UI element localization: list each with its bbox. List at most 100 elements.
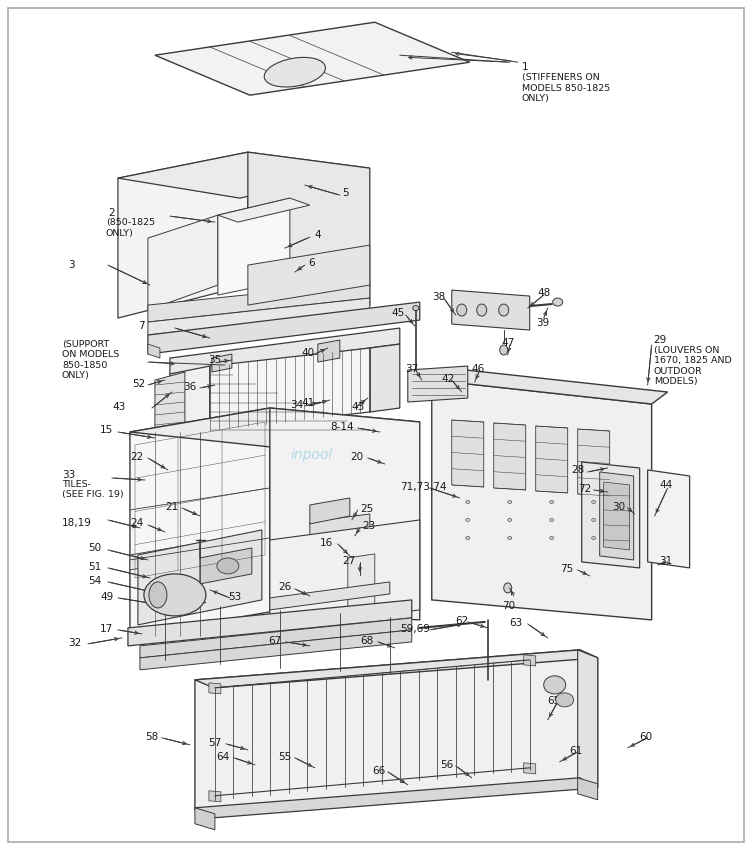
Text: 25: 25 (359, 504, 373, 514)
Polygon shape (270, 582, 390, 610)
Text: (STIFFENERS ON
MODELS 850-1825
ONLY): (STIFFENERS ON MODELS 850-1825 ONLY) (522, 73, 610, 103)
Text: 26: 26 (277, 582, 291, 592)
Text: 16: 16 (320, 538, 333, 548)
Text: 6: 6 (308, 258, 314, 268)
Ellipse shape (550, 518, 553, 521)
Polygon shape (118, 152, 370, 198)
Text: 39: 39 (535, 318, 549, 328)
Ellipse shape (544, 676, 566, 694)
Polygon shape (130, 543, 200, 570)
Polygon shape (494, 423, 526, 490)
Text: 17: 17 (100, 624, 114, 634)
Text: 18,19: 18,19 (62, 518, 92, 528)
Polygon shape (270, 408, 420, 620)
Polygon shape (135, 422, 265, 578)
Text: 38: 38 (432, 292, 445, 302)
Text: 50: 50 (88, 543, 101, 553)
Polygon shape (348, 554, 374, 614)
Text: TILES-
(SEE FIG. 19): TILES- (SEE FIG. 19) (62, 480, 123, 499)
Text: 8-14: 8-14 (330, 422, 353, 432)
Polygon shape (218, 198, 290, 295)
Text: 33: 33 (62, 470, 75, 480)
Text: 49: 49 (100, 592, 114, 602)
Text: 58: 58 (145, 732, 158, 742)
Text: 37: 37 (405, 364, 418, 374)
Polygon shape (582, 462, 640, 568)
Polygon shape (209, 790, 221, 802)
Text: 53: 53 (228, 592, 241, 602)
Polygon shape (155, 372, 185, 433)
Text: (SUPPORT
ON MODELS
850-1850
ONLY): (SUPPORT ON MODELS 850-1850 ONLY) (62, 340, 120, 380)
Text: inpool: inpool (291, 448, 333, 462)
Text: 71,73,74: 71,73,74 (400, 482, 446, 492)
Polygon shape (148, 215, 218, 310)
Ellipse shape (556, 693, 574, 707)
Polygon shape (195, 650, 580, 810)
Ellipse shape (508, 501, 511, 503)
Text: 59,69: 59,69 (400, 624, 429, 634)
Text: 32: 32 (68, 638, 81, 648)
Ellipse shape (465, 501, 470, 503)
Polygon shape (578, 650, 598, 788)
Polygon shape (195, 808, 215, 830)
Polygon shape (535, 426, 568, 493)
Polygon shape (599, 472, 634, 560)
Polygon shape (580, 650, 598, 788)
Ellipse shape (508, 518, 511, 521)
Text: 60: 60 (640, 732, 653, 742)
Ellipse shape (456, 304, 467, 316)
Text: 1: 1 (522, 62, 529, 72)
Text: 51: 51 (88, 562, 102, 572)
Ellipse shape (553, 298, 562, 306)
Text: 48: 48 (538, 288, 551, 298)
Text: 44: 44 (660, 480, 673, 490)
Text: 28: 28 (572, 465, 585, 475)
Polygon shape (604, 482, 629, 550)
Polygon shape (209, 683, 221, 694)
Text: 61: 61 (570, 745, 583, 756)
Text: 4: 4 (315, 230, 321, 240)
Text: 52: 52 (132, 379, 145, 389)
Polygon shape (118, 152, 248, 318)
Text: 72: 72 (578, 484, 591, 494)
Text: 63: 63 (510, 618, 523, 628)
Ellipse shape (499, 304, 508, 316)
Polygon shape (523, 654, 535, 666)
Polygon shape (408, 366, 468, 402)
Text: 75: 75 (559, 564, 573, 574)
Polygon shape (218, 198, 310, 222)
Text: 3: 3 (68, 260, 74, 270)
Text: 40: 40 (302, 348, 315, 358)
Polygon shape (155, 22, 470, 95)
Polygon shape (170, 328, 400, 374)
Text: (850-1825
ONLY): (850-1825 ONLY) (106, 218, 155, 237)
Text: 2: 2 (108, 208, 114, 218)
Ellipse shape (500, 345, 508, 355)
Text: 15: 15 (100, 425, 114, 435)
Polygon shape (148, 344, 160, 358)
Text: 20: 20 (350, 452, 363, 462)
Text: 23: 23 (362, 521, 375, 531)
Ellipse shape (592, 518, 596, 521)
Polygon shape (148, 302, 420, 354)
Polygon shape (578, 778, 598, 800)
Text: 35: 35 (208, 355, 221, 365)
Polygon shape (432, 380, 652, 620)
Polygon shape (148, 282, 370, 322)
Ellipse shape (477, 304, 487, 316)
Text: 45: 45 (392, 308, 405, 318)
Text: 29: 29 (653, 335, 667, 345)
Ellipse shape (504, 583, 511, 593)
Text: 64: 64 (216, 751, 229, 762)
Text: 5: 5 (342, 188, 348, 198)
Text: 42: 42 (441, 374, 455, 384)
Polygon shape (452, 420, 484, 487)
Text: 66: 66 (371, 766, 385, 776)
Polygon shape (130, 408, 420, 448)
Polygon shape (200, 548, 252, 584)
Text: 27: 27 (342, 556, 355, 566)
Text: 43: 43 (352, 402, 365, 412)
Text: 46: 46 (472, 364, 485, 374)
Text: 57: 57 (208, 738, 221, 748)
Polygon shape (195, 650, 598, 688)
